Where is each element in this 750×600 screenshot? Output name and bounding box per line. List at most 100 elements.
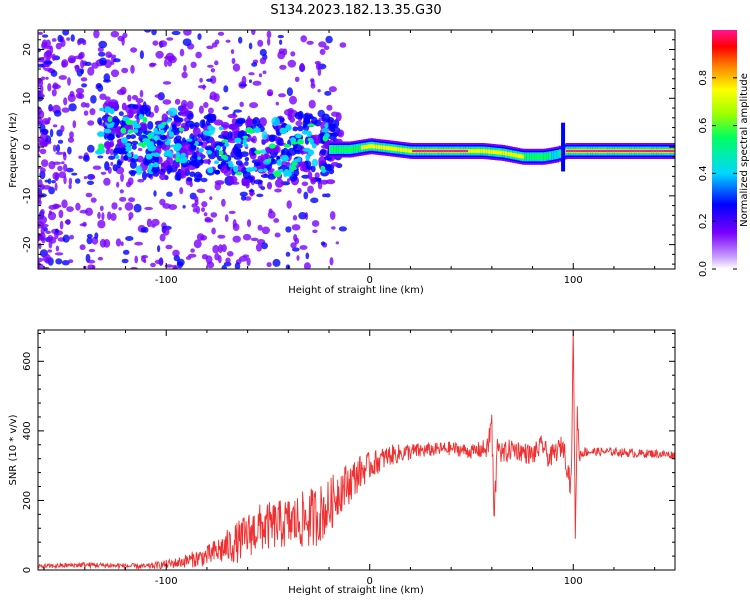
noise-blob — [45, 39, 51, 48]
noise-blob — [268, 208, 273, 214]
noise-blob — [274, 188, 282, 193]
noise-blob — [261, 242, 268, 250]
ridge-blob — [198, 148, 204, 153]
ridge-cell — [480, 149, 484, 153]
spread-blob — [119, 119, 128, 126]
colorbar-label: Normalized spectral amplitude — [739, 73, 750, 227]
ridge-blob — [207, 167, 214, 174]
ridge-blob — [206, 150, 213, 155]
ridge-cell — [360, 145, 364, 150]
noise-blob — [38, 94, 46, 98]
ridge-blob — [307, 149, 314, 156]
snr-ticks: -100 0 100 0 200 400 600 — [22, 330, 675, 587]
noise-blob — [255, 243, 263, 252]
ridge-cell — [412, 149, 416, 153]
ridge-blob — [150, 131, 155, 137]
ridge-cell — [592, 149, 596, 153]
noise-blob — [68, 57, 76, 64]
noise-blob — [54, 172, 59, 182]
noise-blob — [287, 178, 291, 183]
noise-blob — [190, 61, 197, 68]
ridge-cell — [382, 145, 386, 150]
noise-blob — [120, 154, 124, 164]
ridge-blob — [295, 133, 302, 139]
noise-blob — [41, 226, 45, 230]
ridge-cell — [627, 149, 630, 153]
ridge-blob — [123, 155, 129, 161]
ridge-cell — [392, 146, 396, 151]
noise-blob — [53, 110, 62, 117]
ridge-cell — [355, 145, 359, 152]
noise-blob — [240, 195, 247, 201]
ridge-blob — [285, 124, 292, 131]
ridge-blob — [142, 116, 148, 123]
ridge-cell — [670, 149, 674, 153]
spread-blob — [227, 131, 233, 140]
ridge-cell — [421, 149, 425, 153]
spread-blob — [139, 105, 149, 115]
ridge-cell — [629, 149, 633, 153]
noise-blob — [101, 212, 105, 221]
ridge-blob — [120, 127, 127, 134]
noise-blob — [62, 151, 66, 157]
ridge-cell — [607, 149, 611, 153]
ridge-cell — [543, 153, 547, 160]
noise-blob — [121, 67, 129, 74]
noise-blob — [223, 85, 229, 93]
ridge-blob — [127, 129, 134, 134]
ridge-cell — [514, 153, 518, 158]
spread-blob — [213, 119, 224, 126]
ridge-cell — [453, 149, 457, 153]
noise-blob — [223, 261, 232, 267]
ridge-cell — [348, 146, 352, 153]
noise-blob — [68, 177, 73, 186]
noise-blob — [38, 106, 43, 115]
noise-blob — [299, 62, 305, 72]
noise-blob — [290, 51, 296, 57]
noise-blob — [62, 234, 70, 243]
ridge-cell — [653, 149, 657, 153]
ridge-cell — [482, 149, 486, 154]
ridge-blob — [163, 152, 170, 157]
ridge-blob — [153, 127, 158, 134]
noise-blob — [97, 84, 104, 92]
noise-blob — [257, 39, 264, 47]
noise-blob — [164, 264, 174, 268]
noise-blob — [305, 252, 310, 260]
spread-blob — [319, 148, 327, 155]
spread-blob — [198, 158, 204, 164]
snr-marks — [38, 330, 675, 570]
noise-blob — [259, 48, 267, 57]
ridge-cell — [512, 152, 516, 157]
noise-blob — [257, 224, 263, 231]
y-tick-label: 0 — [22, 144, 33, 150]
ridge-cell — [387, 146, 391, 151]
ridge-cell — [590, 149, 594, 153]
spread-blob — [268, 134, 276, 143]
noise-blob — [221, 264, 227, 269]
ridge-cell — [539, 153, 543, 160]
noise-blob — [40, 234, 44, 242]
ridge-cell — [495, 150, 499, 155]
noise-blob — [152, 40, 159, 46]
ridge-cell — [377, 145, 381, 150]
noise-blob — [287, 59, 297, 68]
ridge-blob — [253, 127, 261, 133]
noise-blob — [121, 36, 125, 46]
spread-blob — [307, 171, 313, 180]
x-tick-label: 100 — [564, 576, 583, 587]
spread-blob — [308, 113, 313, 119]
ridge-cell — [390, 146, 394, 151]
noise-blob — [244, 161, 249, 166]
noise-blob — [52, 124, 58, 128]
ridge-cell — [644, 149, 648, 153]
noise-blob — [61, 260, 70, 266]
ridge-cell — [397, 147, 401, 152]
ridge-cell — [517, 153, 521, 158]
noise-blob — [319, 48, 326, 56]
noise-blob — [207, 64, 214, 68]
noise-blob — [312, 229, 318, 234]
spread-blob — [132, 104, 139, 110]
noise-blob — [186, 100, 194, 110]
noise-blob — [92, 165, 102, 170]
